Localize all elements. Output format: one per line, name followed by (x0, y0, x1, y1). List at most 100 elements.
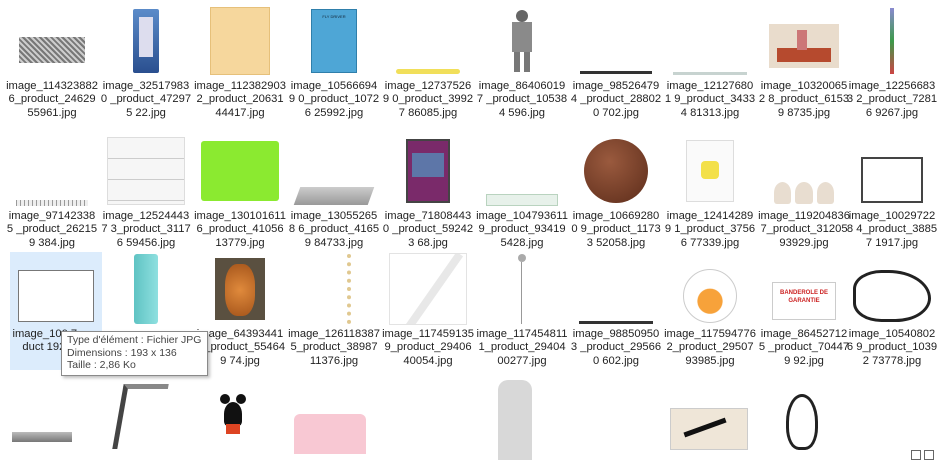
file-tile[interactable]: BANDEROLE DE GARANTIE image_864527125 _p… (758, 252, 850, 370)
file-label: image_105408026 9_product_10392 73778.jp… (846, 328, 938, 367)
file-tile[interactable]: image_104793611 9_product_93419 5428.jpg (476, 134, 568, 252)
file-thumbnail (194, 252, 286, 326)
file-label: image_104793611 9_product_93419 5428.jpg (476, 210, 568, 249)
file-thumbnail (10, 252, 102, 326)
file-tile[interactable]: image_117454811 1_product_29404 00277.jp… (476, 252, 568, 370)
file-thumbnail (664, 134, 756, 208)
file-label: image_124142899 1_product_37566 77339.jp… (664, 210, 756, 249)
file-tile[interactable] (288, 378, 380, 462)
file-label: image_117454811 1_product_29404 00277.jp… (476, 328, 568, 367)
thumbnail-text: FLY DRIVER (322, 14, 346, 19)
file-label: image_106692800 9_product_11733 52058.jp… (571, 210, 661, 249)
file-label: image_121276801 9_product_34334 81313.jp… (664, 80, 756, 119)
file-label: image_100297228 4_product_38857 1917.jpg (846, 210, 938, 249)
file-label: image_127375269 0_product_39927 86085.jp… (382, 80, 474, 119)
file-tile[interactable] (758, 378, 850, 462)
file-tile[interactable]: image_325179830 _product_472975 22.jpg (100, 4, 192, 122)
file-label: image_130101611 6_product_41056 13779.jp… (194, 210, 286, 249)
file-thumbnail (194, 4, 286, 78)
file-tile[interactable] (664, 378, 756, 462)
file-tile[interactable]: image_117594776 2_product_29507 93985.jp… (664, 252, 756, 370)
file-thumbnail: BANDEROLE DE GARANTIE (758, 252, 850, 326)
file-label: image_105666949 0_product_10726 25992.jp… (288, 80, 380, 119)
file-thumbnail (288, 252, 380, 326)
file-thumbnail (664, 252, 756, 326)
file-tile[interactable]: image_127375269 0_product_39927 86085.jp… (382, 4, 474, 122)
file-tile[interactable] (100, 378, 192, 462)
file-tile[interactable]: image_864060197 _product_105384 596.jpg (476, 4, 568, 122)
file-label: image_125244437 3_product_31176 59456.jp… (101, 210, 191, 249)
file-label: image_988509503 _product_295660 602.jpg (570, 328, 662, 367)
file-thumbnail (6, 134, 98, 208)
file-tile[interactable]: image_126118387 5_product_38987 11376.jp… (288, 252, 380, 370)
file-tile[interactable]: image_718084430 _product_592423 68.jpg (382, 134, 474, 252)
tooltip-dimensions: Dimensions : 193 x 136 (67, 346, 177, 359)
thumbnail-view-icon[interactable] (924, 450, 934, 460)
file-tile[interactable]: image_130552658 6_product_41659 84733.jp… (288, 134, 380, 252)
file-tile[interactable]: image_125244437 3_product_31176 59456.jp… (100, 134, 192, 252)
file-tile[interactable] (194, 378, 286, 462)
file-thumbnail: FLY DRIVER (288, 4, 380, 78)
file-thumbnail (382, 4, 474, 78)
file-label: image_864060197 _product_105384 596.jpg (476, 80, 568, 119)
file-info-tooltip: Type d'élément : Fichier JPG Dimensions … (61, 331, 209, 376)
file-tile[interactable]: image_643934410 _product_554649 74.jpg (194, 252, 286, 370)
file-thumbnail (570, 134, 662, 208)
file-thumbnail (288, 134, 380, 208)
file-thumbnail (6, 4, 98, 78)
file-thumbnail (758, 4, 850, 78)
view-toggle[interactable] (911, 450, 941, 460)
file-tile[interactable]: image_105408026 9_product_10392 73778.jp… (846, 252, 938, 370)
file-thumbnail (382, 252, 474, 326)
file-thumbnail (194, 134, 286, 208)
file-tile[interactable]: image_114323882 6_product_24629 55961.jp… (6, 4, 98, 122)
file-thumbnail (758, 134, 850, 208)
file-thumbnail (476, 4, 568, 78)
file-tile[interactable]: image_117459135 9_product_29406 40054.jp… (382, 252, 474, 370)
thumbnail-text: BANDEROLE DE GARANTIE (779, 290, 828, 304)
file-label: image_985264794 _product_288020 702.jpg (570, 80, 662, 119)
file-tile[interactable]: image_988509503 _product_295660 602.jpg (570, 252, 662, 370)
tooltip-type: Type d'élément : Fichier JPG (67, 334, 202, 346)
file-tile[interactable]: image_971423385 _product_262159 384.jpg (6, 134, 98, 252)
file-tile[interactable]: FLY DRIVER image_105666949 0_product_107… (288, 4, 380, 122)
file-label: image_114323882 6_product_24629 55961.jp… (6, 80, 98, 119)
file-label: image_112382903 2_product_20631 44417.jp… (194, 80, 286, 119)
file-label: image_643934410 _product_554649 74.jpg (194, 328, 286, 367)
file-label: image_122566833 2_product_72816 9267.jpg (846, 80, 938, 119)
file-thumbnail (100, 252, 192, 326)
file-label: image_864527125 _product_704479 92.jpg (758, 328, 850, 367)
file-tile[interactable]: image_122566833 2_product_72816 9267.jpg (846, 4, 938, 122)
file-tile[interactable]: image_112382903 2_product_20631 44417.jp… (194, 4, 286, 122)
file-label: image_130552658 6_product_41659 84733.jp… (288, 210, 380, 249)
file-thumbnail (846, 252, 938, 326)
file-tile[interactable]: image_124142899 1_product_37566 77339.jp… (664, 134, 756, 252)
file-thumbnail (476, 252, 568, 326)
file-tile[interactable]: image_130101611 6_product_41056 13779.jp… (194, 134, 286, 252)
file-thumbnail (476, 134, 568, 208)
file-label: image_103200652 8_product_61539 8735.jpg (758, 80, 850, 119)
file-label: image_718084430 _product_592423 68.jpg (382, 210, 474, 249)
file-label: image_325179830 _product_472975 22.jpg (100, 80, 192, 119)
file-thumbnail (100, 134, 192, 208)
file-label: image_126118387 5_product_38987 11376.jp… (288, 328, 380, 367)
file-label: image_117459135 9_product_29406 40054.jp… (382, 328, 474, 367)
file-label: image_971423385 _product_262159 384.jpg (6, 210, 98, 249)
file-thumbnail (570, 4, 662, 78)
details-view-icon[interactable] (911, 450, 921, 460)
file-thumbnail (846, 4, 938, 78)
tooltip-size: Taille : 2,86 Ko (67, 359, 136, 371)
file-tile[interactable]: image_100297228 4_product_38857 1917.jpg (846, 134, 938, 252)
file-tile[interactable] (100, 252, 192, 370)
file-tile[interactable]: image_119204836 7_product_31205 93929.jp… (758, 134, 850, 252)
file-tile[interactable]: image_121276801 9_product_34334 81313.jp… (664, 4, 756, 122)
file-tile[interactable] (476, 378, 568, 462)
file-thumbnail (100, 4, 192, 78)
file-tile[interactable]: image_106692800 9_product_11733 52058.jp… (570, 134, 662, 252)
file-tile[interactable]: image_103200652 8_product_61539 8735.jpg (758, 4, 850, 122)
file-tile[interactable]: image_985264794 _product_288020 702.jpg (570, 4, 662, 122)
file-label: image_119204836 7_product_31205 93929.jp… (758, 210, 850, 249)
file-tile[interactable] (6, 378, 98, 462)
file-label: image_117594776 2_product_29507 93985.jp… (664, 328, 756, 367)
